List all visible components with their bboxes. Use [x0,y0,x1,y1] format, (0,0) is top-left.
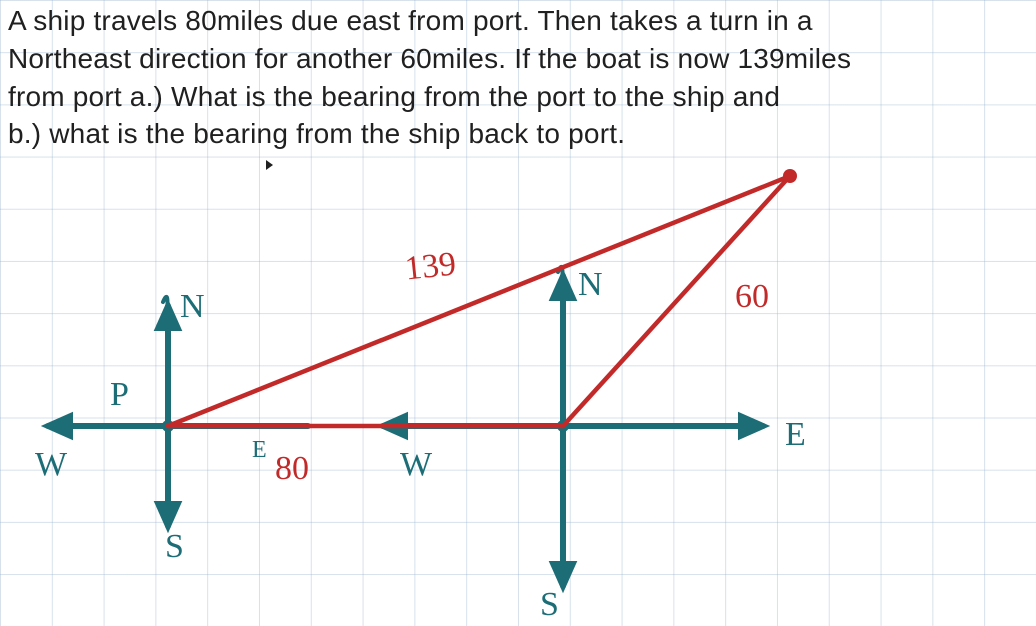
label-E-turn: E [785,418,806,452]
label-N-port: N [180,290,205,324]
label-P: P [110,378,129,412]
label-W-port: W [35,448,67,482]
label-E-port: E [252,438,267,462]
label-60: 60 [735,280,769,314]
problem-text: A ship travels 80miles due east from por… [0,0,1036,153]
label-N-turn: N [578,268,603,302]
problem-line-1: A ship travels 80miles due east from por… [8,5,813,36]
label-S-turn: S [540,588,559,622]
label-80: 80 [275,452,309,486]
label-139: 139 [403,247,457,286]
label-W-turn: W [400,448,432,482]
problem-line-2: Northeast direction for another 60miles.… [8,43,851,74]
problem-line-4: b.) what is the bearing from the ship ba… [8,118,625,149]
problem-line-3: from port a.) What is the bearing from t… [8,81,780,112]
label-S-port: S [165,530,184,564]
